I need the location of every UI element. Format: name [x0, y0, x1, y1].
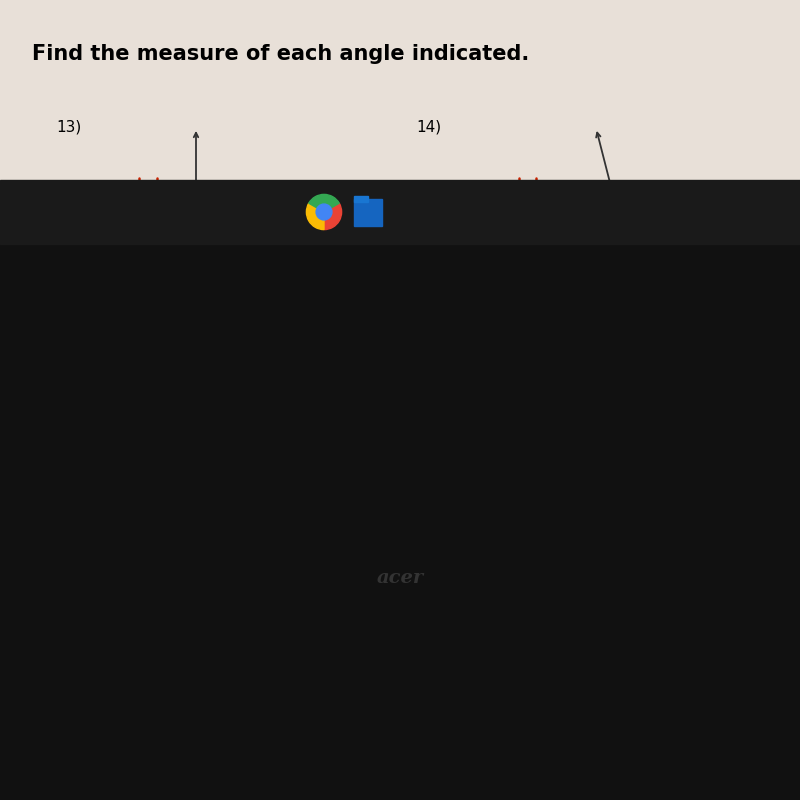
- Circle shape: [316, 204, 332, 220]
- Bar: [0, 244, 800, 800]
- Text: 14): 14): [416, 120, 441, 135]
- Wedge shape: [306, 203, 324, 230]
- Text: 125°: 125°: [204, 411, 236, 424]
- Wedge shape: [324, 203, 342, 230]
- Bar: [0, 180, 800, 244]
- Text: 16): 16): [416, 336, 442, 351]
- Text: 111°: 111°: [606, 246, 638, 259]
- Text: 100°: 100°: [202, 190, 234, 203]
- Text: 15): 15): [56, 336, 81, 351]
- Text: ?: ?: [590, 192, 598, 205]
- Text: ?: ?: [202, 246, 209, 259]
- Text: ?: ?: [672, 411, 679, 424]
- Text: Find the measure of each angle indicated.: Find the measure of each angle indicated…: [32, 44, 530, 64]
- Text: 47°: 47°: [604, 471, 627, 484]
- Text: ?: ?: [248, 471, 255, 484]
- Wedge shape: [309, 194, 339, 212]
- Text: acer: acer: [377, 569, 423, 586]
- Bar: [354, 199, 382, 226]
- Text: 13): 13): [56, 120, 82, 135]
- Bar: [354, 196, 368, 202]
